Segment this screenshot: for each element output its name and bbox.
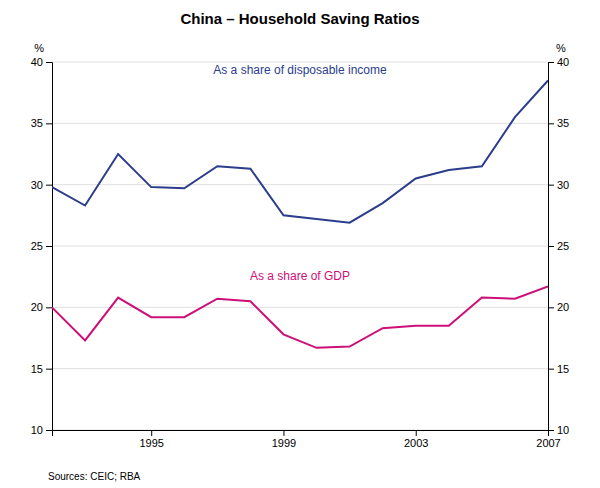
grid-line [52,62,548,63]
tick: 40 [548,56,569,68]
tick-mark [46,430,52,431]
tick-mark [46,369,52,370]
tick: 30 [31,179,52,191]
title: China – Household Saving Ratios [180,10,419,27]
tick: 30 [548,179,569,191]
tick-label: 25 [31,240,43,252]
tick-label: 15 [557,363,569,375]
axis-line [46,63,53,431]
tick-mark [416,430,417,436]
tick-mark [548,185,554,186]
tick-mark [46,185,52,186]
y2-axis: 10 15 20 25 30 35 40 [548,56,569,436]
axis-line [549,63,555,431]
tick-mark [46,246,52,247]
line [52,80,548,222]
tick-label: 25 [557,240,569,252]
grid-line [52,368,548,369]
series-label: As a share of disposable income [213,63,387,77]
axis-label: % [34,42,44,54]
tick-label: 20 [31,301,43,313]
tick-label: 35 [31,117,43,129]
tick-mark [151,430,152,436]
chart: 1995199920032007101520253035401015202530… [0,0,600,488]
tick: 35 [31,117,52,129]
grid-line [52,123,548,124]
tick-label: 20 [557,301,569,313]
tick-mark [548,123,554,124]
tick: 20 [31,301,52,313]
grid-line [52,246,548,247]
grid-line [52,184,548,185]
tick-mark [46,123,52,124]
tick-label: 1995 [139,437,163,449]
series-label: As a share of GDP [250,269,350,283]
tick: 40 [31,56,52,68]
tick-label: 30 [31,179,43,191]
line [52,286,548,347]
tick: 15 [548,363,569,375]
plot: 1995199920032007101520253035401015202530… [31,42,570,449]
tick: 25 [548,240,569,252]
x-axis: 1995 1999 2003 2007 [53,430,561,449]
tick-mark [46,307,52,308]
tick-label: 10 [557,424,569,436]
grid [52,62,548,430]
tick: 1995 [139,430,163,449]
grid-line [52,307,548,308]
tick-mark [548,62,554,63]
tick-label: 15 [31,363,43,375]
tick-label: 30 [557,179,569,191]
tick-label: 35 [557,117,569,129]
tick: 1999 [272,430,296,449]
tick-label: 40 [557,56,569,68]
tick-mark [548,246,554,247]
tick: 15 [31,363,52,375]
tick: 20 [548,301,569,313]
tick-mark [548,369,554,370]
tick-label: 1999 [272,437,296,449]
tick-mark [283,430,284,436]
tick: 35 [548,117,569,129]
tick-mark [548,307,554,308]
tick-label: 2007 [536,437,560,449]
y-axis: 10 15 20 25 30 35 40 [31,56,53,436]
tick: 2003 [404,430,428,449]
tick: 10 [548,424,569,436]
series-labels: As a share of disposable income As a shar… [213,63,387,283]
axis-line [53,431,549,437]
tick-label: 40 [31,56,43,68]
tick-label: 2003 [404,437,428,449]
tick-label: 10 [31,424,43,436]
axis-label: % [556,42,566,54]
tick-mark [46,62,52,63]
tick: 10 [31,424,52,436]
annotation: Sources: CEIC; RBA [48,471,141,482]
lines [52,80,548,347]
tick-mark [548,430,554,431]
tick: 25 [31,240,52,252]
